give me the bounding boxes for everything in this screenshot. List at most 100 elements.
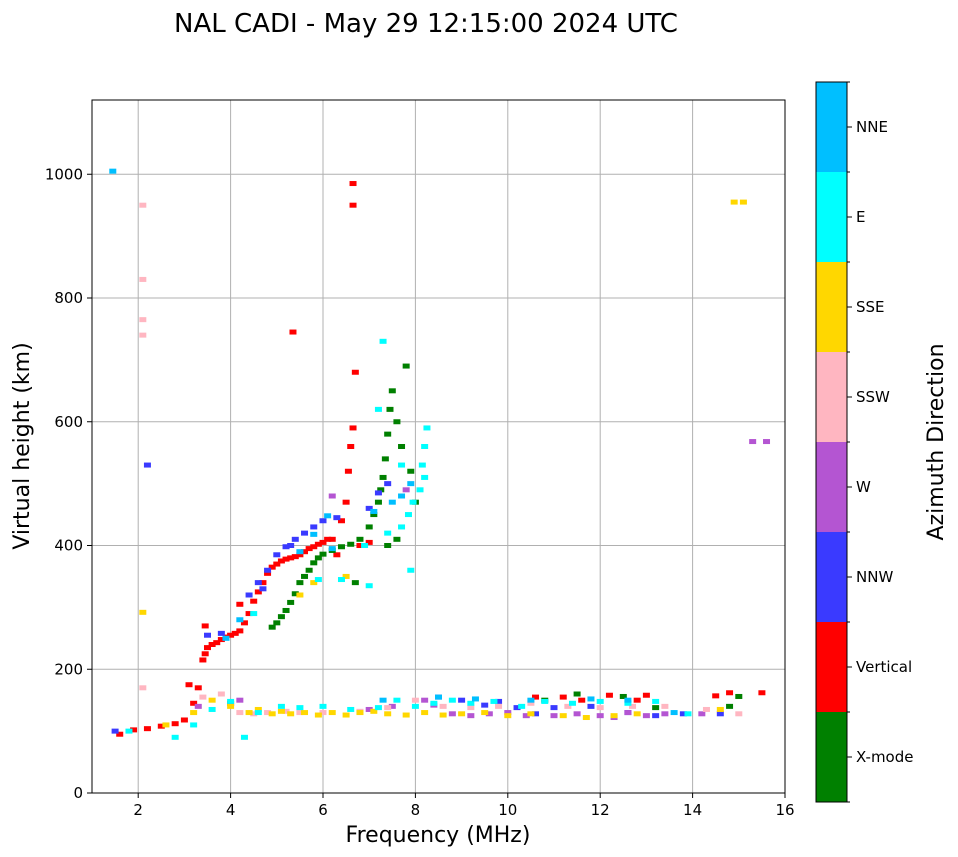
data-point — [435, 694, 442, 700]
data-point — [227, 703, 235, 709]
data-point — [495, 703, 503, 709]
data-point — [379, 338, 387, 344]
data-point — [296, 552, 304, 558]
colorbar-segment — [816, 532, 847, 622]
grid-lines — [92, 100, 785, 793]
data-point — [430, 700, 438, 706]
series-w — [194, 439, 771, 721]
data-point — [254, 580, 262, 586]
data-point — [374, 490, 382, 496]
data-point — [264, 710, 272, 716]
data-point — [684, 711, 692, 717]
data-point — [347, 541, 355, 547]
data-point — [624, 700, 632, 706]
data-point — [236, 617, 244, 623]
data-point — [356, 710, 364, 716]
data-point — [310, 531, 318, 537]
data-point — [411, 697, 419, 703]
data-point — [559, 713, 567, 719]
data-point — [301, 573, 309, 579]
data-point — [314, 712, 322, 718]
data-point — [652, 705, 660, 711]
data-point — [139, 685, 147, 691]
data-point — [250, 711, 258, 717]
data-point — [268, 711, 276, 717]
data-point — [712, 693, 720, 699]
data-point — [204, 632, 211, 638]
data-point — [277, 703, 285, 709]
data-point — [587, 703, 595, 709]
data-point — [532, 694, 540, 700]
data-point — [342, 499, 350, 505]
data-point — [204, 645, 211, 651]
x-axis-label: Frequency (MHz) — [346, 823, 531, 848]
data-point — [162, 722, 170, 728]
data-point — [504, 710, 512, 716]
data-point — [409, 499, 417, 505]
data-point — [458, 711, 466, 717]
y-tick-label: 200 — [54, 660, 83, 678]
data-point — [596, 713, 604, 719]
data-point — [208, 642, 216, 647]
data-point — [296, 710, 304, 716]
data-point — [386, 406, 394, 412]
data-point — [259, 580, 267, 586]
data-point — [619, 693, 627, 699]
data-point — [365, 583, 373, 589]
data-point — [518, 703, 526, 709]
data-point — [236, 601, 244, 607]
data-point — [291, 536, 299, 542]
x-tick-label: 4 — [226, 801, 236, 819]
data-point — [448, 697, 456, 703]
data-point — [319, 710, 327, 716]
data-point — [296, 549, 304, 555]
data-point — [139, 317, 147, 323]
data-point — [337, 518, 345, 524]
data-point — [361, 543, 369, 548]
data-point — [222, 635, 230, 641]
data-point — [763, 439, 771, 445]
data-point — [407, 481, 415, 487]
data-point — [180, 717, 188, 723]
data-point — [735, 711, 743, 717]
data-point — [716, 711, 724, 717]
data-point — [421, 697, 429, 703]
data-point — [333, 552, 341, 558]
data-point — [596, 698, 604, 704]
data-point — [139, 609, 147, 615]
data-point — [227, 698, 235, 704]
colorbar-segment — [816, 442, 847, 532]
colorbar-tick-label: NNW — [856, 568, 893, 586]
data-point — [374, 705, 382, 711]
data-point — [402, 712, 410, 718]
data-point — [439, 712, 447, 718]
data-point — [259, 586, 267, 592]
data-point — [349, 181, 357, 187]
colorbar-label: Azimuth Direction — [924, 343, 949, 540]
data-point — [377, 487, 385, 493]
data-points — [109, 168, 771, 740]
data-point — [273, 620, 281, 626]
data-point — [481, 710, 489, 716]
data-point — [610, 713, 618, 719]
data-point — [564, 703, 572, 709]
data-point — [291, 554, 299, 560]
colorbar-segment — [816, 622, 847, 712]
data-point — [698, 711, 706, 717]
data-point — [384, 711, 392, 717]
chart-title: NAL CADI - May 29 12:15:00 2024 UTC — [174, 9, 678, 39]
data-point — [448, 711, 456, 717]
data-point — [139, 276, 147, 282]
data-point — [421, 444, 429, 449]
data-point — [319, 703, 327, 709]
data-point — [171, 721, 179, 727]
data-point — [490, 698, 498, 704]
colorbar-segment — [816, 352, 847, 442]
colorbar-segment — [816, 262, 847, 352]
y-tick-label: 400 — [54, 537, 83, 555]
data-point — [550, 713, 558, 719]
data-point — [370, 512, 378, 518]
data-point — [730, 199, 738, 205]
data-point — [527, 711, 535, 717]
